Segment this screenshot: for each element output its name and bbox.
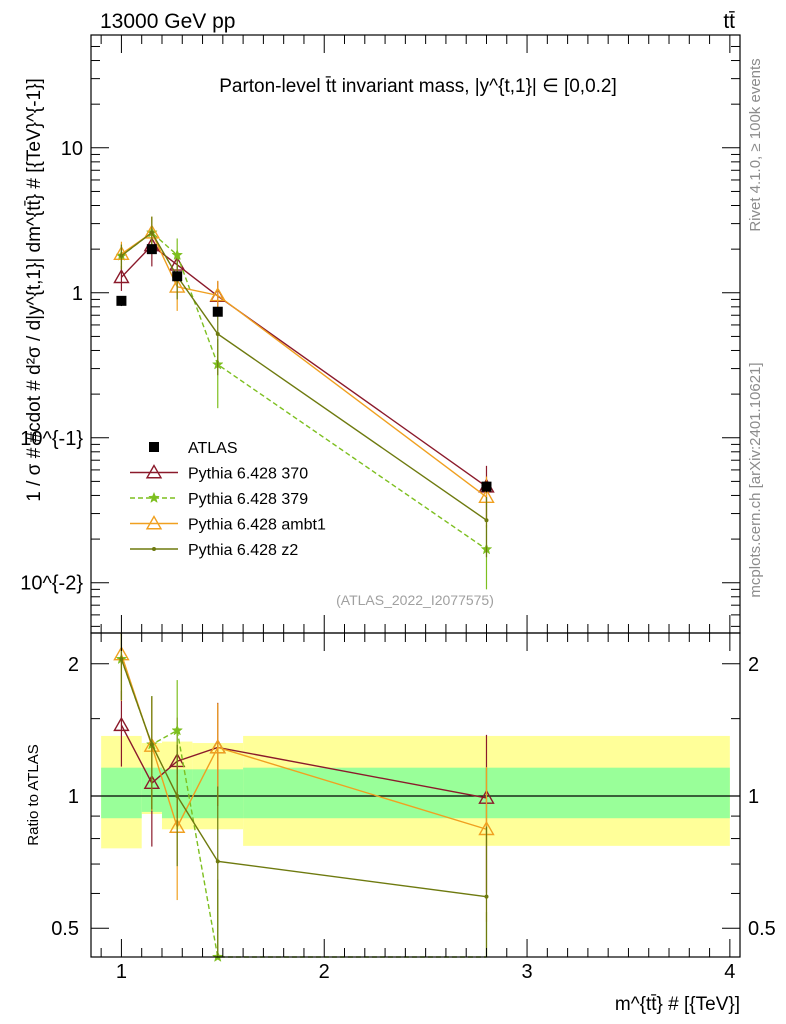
ratio-point-pythia-6-428-z2 — [149, 742, 154, 747]
y-tick-label: 1 — [72, 283, 83, 305]
ratio-y-tick-label-right: 1 — [748, 786, 759, 808]
series-point-pythia-6-428-z2 — [119, 253, 124, 258]
rivet-version-label: Rivet 4.1.0, ≥ 100k events — [747, 58, 764, 231]
ratio-point-pythia-6-428-z2 — [175, 793, 180, 798]
reference-watermark: (ATLAS_2022_I2077575) — [336, 592, 494, 608]
y-tick-label: 10^{-1} — [20, 428, 83, 450]
ratio-panel-frame — [90, 632, 741, 958]
ratio-point-pythia-6-428-z2 — [484, 894, 489, 899]
axes: 10^{-2} 10^{-1} 1 10 1 2 3 4 0.5 0.5 1 1 2 2 — [20, 34, 776, 983]
legend-label: Pythia 6.428 ambt1 — [188, 517, 326, 534]
x-tick-label: 4 — [724, 961, 735, 983]
ratio-point-pythia-6-428-ambt1 — [209, 739, 226, 754]
legend: ATLAS Pythia 6.428 370 Pythia 6.428 379 Pyt… — [130, 440, 326, 559]
data-point — [146, 244, 157, 255]
ratio-point-pythia-6-428-379 — [171, 724, 184, 736]
series-point-pythia-6-428-z2 — [215, 331, 220, 336]
ratio-y-tick-label-right: 2 — [748, 654, 759, 676]
energy-label: 13000 GeV pp — [100, 10, 235, 33]
ratio-y-tick-label: 2 — [68, 654, 79, 676]
legend-marker — [148, 491, 160, 503]
data-point — [481, 481, 492, 492]
ratio-panel — [90, 632, 741, 962]
x-tick-label: 1 — [116, 961, 127, 983]
legend-label: Pythia 6.428 370 — [188, 466, 308, 483]
ratio-point-pythia-6-428-370 — [113, 716, 130, 732]
x-tick-label: 3 — [521, 961, 532, 983]
mcplots-label: mcplots.cern.ch [arXiv:2401.10621] — [747, 362, 764, 597]
legend-marker — [145, 515, 163, 530]
legend-marker — [152, 547, 156, 551]
legend-marker — [145, 464, 163, 479]
series-point-pythia-6-428-ambt1 — [209, 286, 226, 302]
plot-title: Parton-level t̄t invariant mass, |y^{t,1… — [219, 76, 617, 97]
data-point — [212, 306, 223, 317]
series-point-pythia-6-428-370 — [113, 268, 130, 284]
legend-label: Pythia 6.428 379 — [188, 491, 308, 508]
y-tick-label: 10^{-2} — [20, 573, 83, 595]
ratio-y-tick-label: 1 — [68, 786, 79, 808]
ratio-plot-content — [91, 633, 740, 962]
main-plot-content — [113, 216, 495, 590]
stat-uncertainty-band — [101, 767, 142, 819]
process-label: tt̄ — [723, 10, 735, 33]
legend-label: Pythia 6.428 z2 — [188, 542, 298, 559]
series-point-pythia-6-428-379 — [171, 248, 184, 261]
ratio-y-axis-label: Ratio to ATLAS — [25, 744, 42, 845]
main-panel: Parton-level t̄t invariant mass, |y^{t,1… — [90, 34, 741, 634]
y-tick-label: 10 — [61, 138, 83, 160]
x-axis-label: m^{tt̄} # [{TeV}] — [615, 994, 740, 1015]
series-point-pythia-6-428-z2 — [149, 230, 154, 235]
y-axis-label: 1 / σ # #cdot # d²σ / d|y^{t,1}| dm^{tt̄… — [24, 78, 45, 501]
legend-marker — [149, 442, 159, 452]
ratio-y-tick-label: 0.5 — [51, 918, 79, 940]
series-point-pythia-6-428-z2 — [484, 518, 489, 523]
ratio-point-pythia-6-428-z2 — [215, 859, 220, 864]
legend-label: ATLAS — [188, 440, 238, 457]
ratio-point-pythia-6-428-z2 — [119, 657, 124, 662]
x-tick-label: 2 — [319, 961, 330, 983]
data-point — [172, 271, 183, 282]
ratio-y-tick-label-right: 0.5 — [748, 918, 776, 940]
data-point — [116, 295, 127, 306]
